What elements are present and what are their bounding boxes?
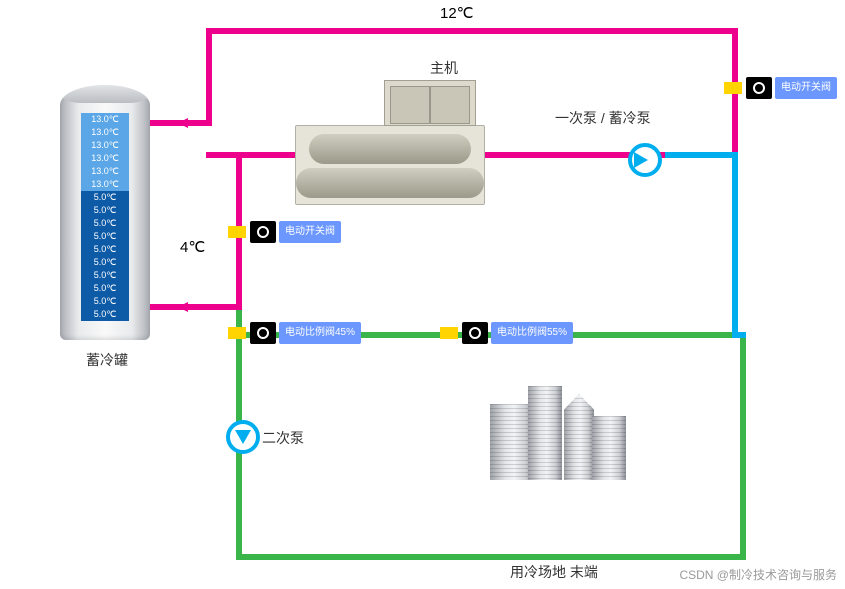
valve-icon [250,322,276,344]
flow-arrow-icon [178,302,188,312]
temp-mid-label: 4℃ [180,238,205,256]
gauge-row: 5.0℃ [81,269,129,282]
temp-top-label: 12℃ [440,4,474,22]
valve-icon [462,322,488,344]
chiller-barrel-icon [296,168,484,198]
pipe-segment [206,28,738,34]
chiller-label: 主机 [430,58,458,78]
chiller-compressor-icon [384,80,476,126]
valve-joint-icon [440,327,458,339]
gauge-row: 13.0℃ [81,139,129,152]
gauge-row: 13.0℃ [81,113,129,126]
pipe-segment [665,152,738,158]
ratio-valve-right: 电动比例阀55% [462,322,573,344]
building-icon [564,394,594,480]
valve-text: 电动开关阀 [775,77,837,99]
gauge-row: 13.0℃ [81,126,129,139]
pump-arrow-icon [634,152,648,168]
secondary-pump [226,420,260,454]
valve-text: 电动比例阀45% [279,322,361,344]
building-icon [592,416,626,480]
valve-joint-icon [228,327,246,339]
building-icon [528,386,562,480]
gauge-row: 5.0℃ [81,295,129,308]
ratio-valve-left: 电动比例阀45% [250,322,361,344]
flow-arrow-icon [178,118,188,128]
gauge-row: 5.0℃ [81,204,129,217]
tank-label: 蓄冷罐 [86,350,128,370]
primary-pump [628,143,662,177]
chiller-unit [295,125,485,205]
pipe-segment [740,332,746,560]
pipe-segment [206,28,212,126]
valve-joint-icon [228,226,246,238]
pipe-segment [150,304,242,310]
valve-joint-icon [724,82,742,94]
gauge-row: 5.0℃ [81,308,129,321]
watermark-text: CSDN @制冷技术咨询与服务 [679,566,837,583]
terminal-label: 用冷场地 末端 [510,562,598,582]
valve-text: 电动开关阀 [279,221,341,243]
gauge-row: 13.0℃ [81,178,129,191]
pipe-segment [732,332,746,338]
valve-text: 电动比例阀55% [491,322,573,344]
gauge-row: 5.0℃ [81,282,129,295]
pipe-segment [236,554,746,560]
terminal-buildings [490,384,630,480]
gauge-row: 5.0℃ [81,256,129,269]
primary-pump-label: 一次泵 / 蓄冷泵 [555,108,651,128]
secondary-pump-label: 二次泵 [262,428,304,448]
pipe-segment [732,152,738,338]
motor-valve-mid-left: 电动开关阀 [250,221,341,243]
valve-icon [250,221,276,243]
pump-arrow-icon [235,430,251,444]
gauge-row: 5.0℃ [81,230,129,243]
gauge-row: 5.0℃ [81,191,129,204]
valve-icon [746,77,772,99]
gauge-row: 5.0℃ [81,217,129,230]
gauge-row: 5.0℃ [81,243,129,256]
gauge-row: 13.0℃ [81,165,129,178]
gauge-row: 13.0℃ [81,152,129,165]
chiller-barrel-icon [309,134,471,164]
storage-tank: 13.0℃13.0℃13.0℃13.0℃13.0℃13.0℃5.0℃5.0℃5.… [60,85,150,340]
tank-gauge: 13.0℃13.0℃13.0℃13.0℃13.0℃13.0℃5.0℃5.0℃5.… [81,113,129,321]
motor-valve-top-right: 电动开关阀 [746,77,837,99]
